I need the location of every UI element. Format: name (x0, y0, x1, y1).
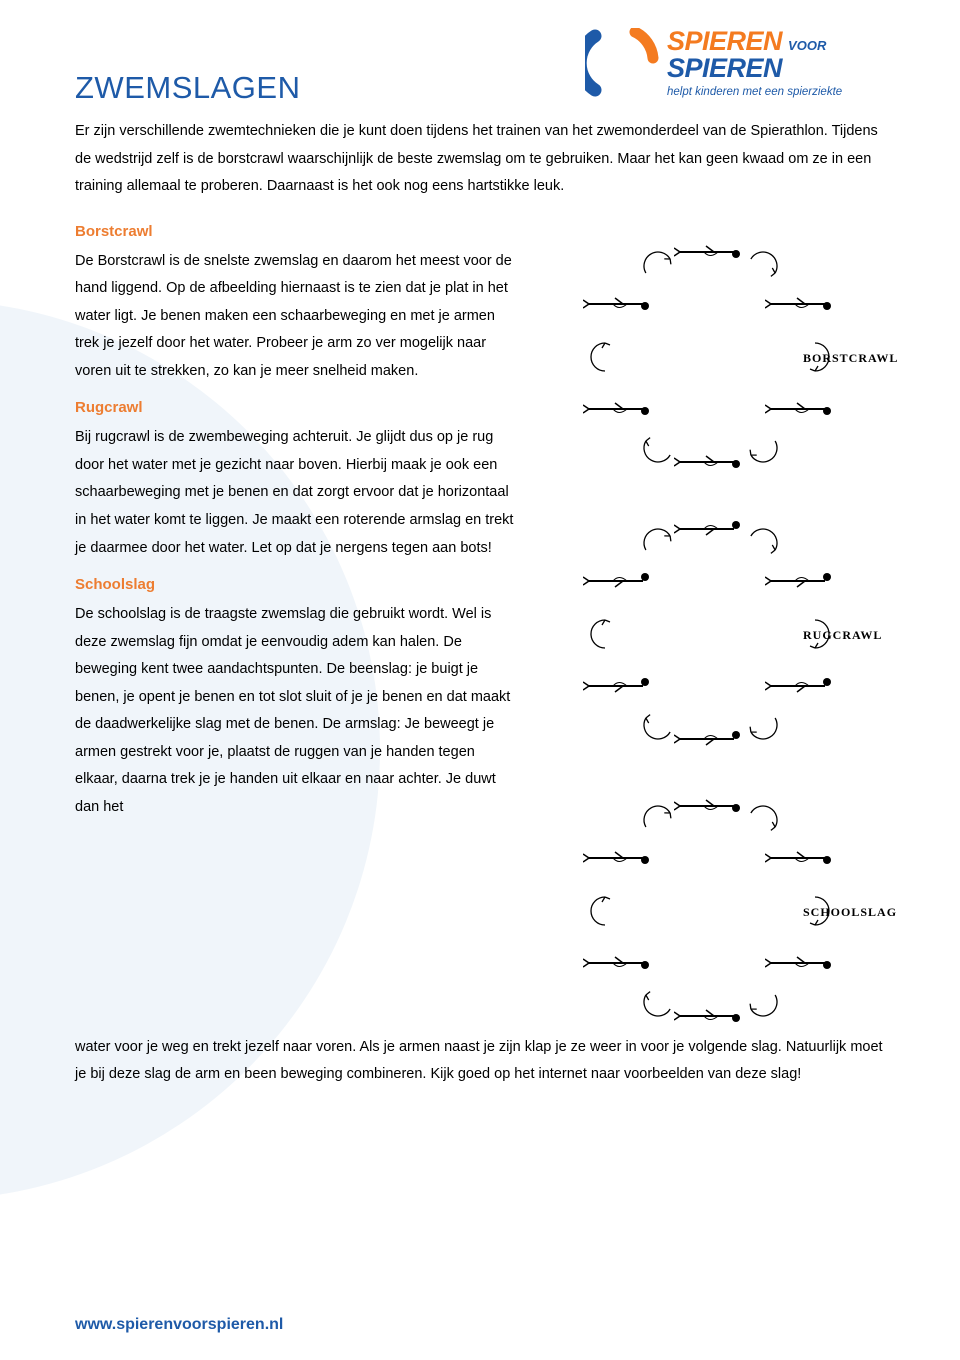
section-heading: Borstcrawl (75, 223, 515, 240)
swimmer-icon (583, 572, 655, 590)
swimmer-icon (583, 400, 655, 418)
section-rugcrawl: Rugcrawl Bij rugcrawl is de zwembeweging… (75, 399, 515, 562)
swimmer-icon (674, 520, 746, 538)
figure-borstcrawl: BORSTCRAWL (535, 229, 895, 484)
figure-rugcrawl: RUGCRAWL (535, 506, 895, 761)
cycle-arrow-icon (743, 982, 783, 1022)
section-body: De Borstcrawl is de snelste zwemslag en … (75, 248, 515, 386)
footer-url: www.spierenvoorspieren.nl (75, 1316, 283, 1334)
cycle-arrow-icon (638, 523, 678, 563)
swimmer-icon (583, 677, 655, 695)
header: ZWEMSLAGEN SPIEREN VOOR SPIEREN helpt ki… (75, 20, 895, 110)
swimmer-icon (674, 797, 746, 815)
swimmer-icon (765, 572, 837, 590)
swimmer-icon (765, 295, 837, 313)
cycle-arrow-icon (638, 800, 678, 840)
section-body: Bij rugcrawl is de zwembeweging achterui… (75, 424, 515, 562)
section-body: De schoolslag is de traagste zwemslag di… (75, 601, 515, 821)
swimmer-icon (765, 954, 837, 972)
cycle-arrow-icon (743, 523, 783, 563)
swimmer-icon (583, 295, 655, 313)
swimmer-icon (674, 730, 746, 748)
section-heading: Schoolslag (75, 576, 515, 593)
logo-tagline: helpt kinderen met een spierziekte (667, 86, 842, 98)
cycle-arrow-icon (638, 982, 678, 1022)
cycle-arrow-icon (638, 705, 678, 745)
logo-mark-icon (585, 28, 660, 98)
swimmer-icon (674, 453, 746, 471)
figure-schoolslag: SCHOOLSLAG (535, 783, 895, 1038)
main-columns: Borstcrawl De Borstcrawl is de snelste z… (75, 219, 895, 1038)
section-heading: Rugcrawl (75, 399, 515, 416)
continuation-paragraph: water voor je weg en trekt jezelf naar v… (75, 1034, 885, 1089)
logo-text: SPIEREN VOOR SPIEREN helpt kinderen met … (667, 26, 842, 98)
cycle-arrow-icon (743, 705, 783, 745)
section-schoolslag: Schoolslag De schoolslag is de traagste … (75, 576, 515, 821)
swimmer-icon (583, 954, 655, 972)
cycle-arrow-icon (743, 428, 783, 468)
page-content: ZWEMSLAGEN SPIEREN VOOR SPIEREN helpt ki… (0, 0, 960, 1089)
figure-label: BORSTCRAWL (803, 351, 898, 366)
cycle-arrow-icon (585, 614, 625, 654)
swimmer-icon (765, 677, 837, 695)
logo-word2: VOOR (788, 38, 826, 53)
brand-logo: SPIEREN VOOR SPIEREN helpt kinderen met … (585, 20, 895, 110)
figure-label: RUGCRAWL (803, 628, 882, 643)
section-borstcrawl: Borstcrawl De Borstcrawl is de snelste z… (75, 223, 515, 386)
cycle-arrow-icon (585, 337, 625, 377)
swimmer-icon (765, 849, 837, 867)
logo-word3: SPIEREN (667, 53, 842, 84)
cycle-arrow-icon (585, 891, 625, 931)
swimmer-icon (674, 243, 746, 261)
cycle-arrow-icon (743, 800, 783, 840)
cycle-arrow-icon (743, 246, 783, 286)
page-title: ZWEMSLAGEN (75, 20, 300, 106)
intro-paragraph: Er zijn verschillende zwemtechnieken die… (75, 118, 885, 201)
cycle-arrow-icon (638, 428, 678, 468)
figure-column: BORSTCRAWL (535, 219, 895, 1038)
cycle-arrow-icon (638, 246, 678, 286)
swimmer-icon (583, 849, 655, 867)
swimmer-icon (674, 1007, 746, 1025)
figure-label: SCHOOLSLAG (803, 905, 897, 920)
text-column: Borstcrawl De Borstcrawl is de snelste z… (75, 219, 515, 1038)
swimmer-icon (765, 400, 837, 418)
